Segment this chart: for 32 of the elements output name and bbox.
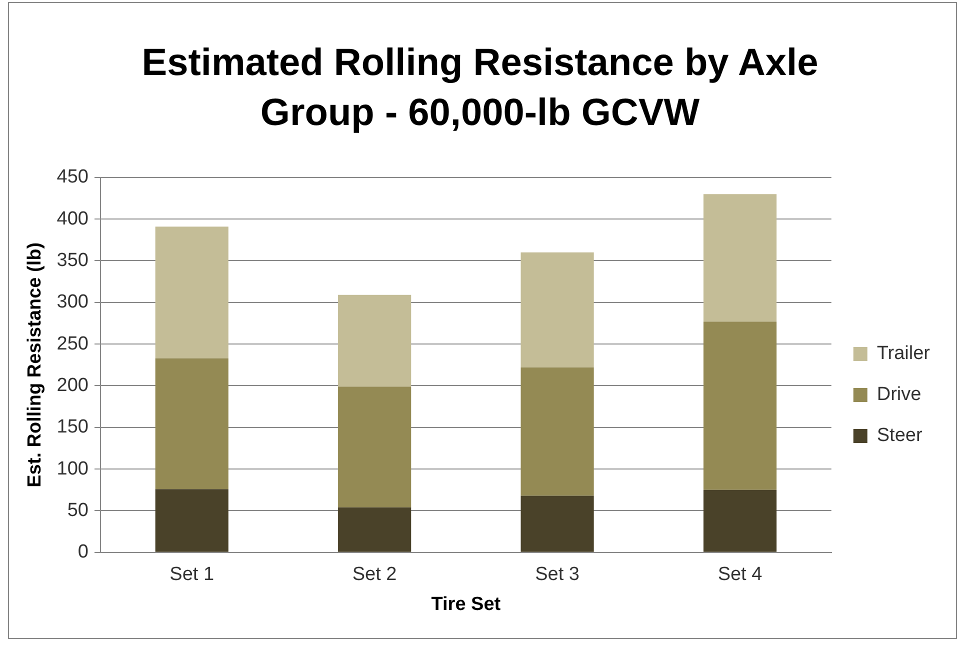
bar xyxy=(703,490,777,552)
x-axis-title: Tire Set xyxy=(431,594,502,615)
legend-label: Trailer xyxy=(876,343,931,364)
bar xyxy=(338,507,412,552)
x-tick-label: Set 4 xyxy=(718,564,763,586)
legend-label: Drive xyxy=(876,384,922,406)
bar xyxy=(338,294,412,387)
y-tick-label: 150 xyxy=(56,416,88,438)
y-tick-label: 400 xyxy=(56,208,88,230)
x-tick-label: Set 3 xyxy=(535,564,580,586)
bar xyxy=(520,367,594,496)
y-tick-label: 300 xyxy=(56,292,88,313)
bar xyxy=(520,252,594,368)
bar xyxy=(703,194,777,322)
bar xyxy=(338,386,412,508)
chart-title: Estimated Rolling Resistance by Axle Group - 60,000-lb GCVW xyxy=(140,41,820,136)
bar xyxy=(155,489,228,552)
x-tick-label: Set 1 xyxy=(170,564,214,586)
x-tick-label: Set 2 xyxy=(352,564,397,586)
y-tick-label: 50 xyxy=(67,500,88,521)
y-tick-label: 450 xyxy=(56,166,88,188)
y-tick-label: 350 xyxy=(56,250,88,271)
bar xyxy=(155,358,228,490)
bar xyxy=(703,322,777,490)
y-tick-label: 250 xyxy=(56,333,88,354)
legend-label: Steer xyxy=(876,425,923,446)
bar xyxy=(520,496,594,552)
y-tick-label: 0 xyxy=(78,542,88,563)
y-tick-label: 100 xyxy=(56,458,88,480)
y-tick-label: 200 xyxy=(56,374,88,396)
y-axis-title: Est. Rolling Resistance (lb) xyxy=(24,242,46,488)
bar xyxy=(155,226,228,358)
